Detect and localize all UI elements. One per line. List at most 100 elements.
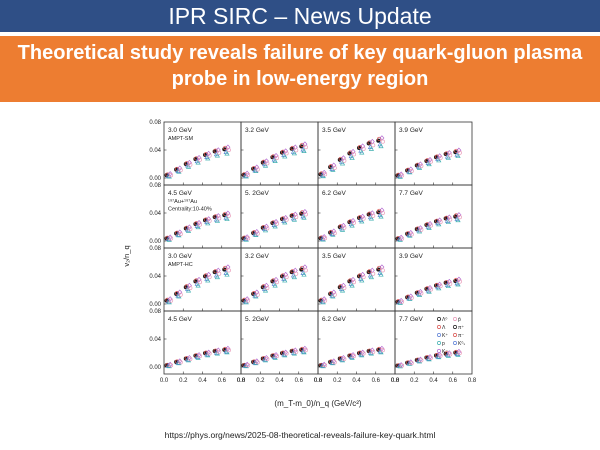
data-point xyxy=(284,217,289,222)
data-point xyxy=(436,221,442,227)
data-point xyxy=(294,271,299,276)
header-title: IPR SIRC – News Update xyxy=(168,3,432,29)
data-point xyxy=(446,214,452,220)
data-point xyxy=(400,236,405,241)
data-point xyxy=(212,270,217,275)
data-point xyxy=(166,363,172,369)
data-point xyxy=(436,285,442,291)
y-tick-label: 0.00 xyxy=(149,176,161,182)
data-point xyxy=(225,345,231,352)
data-point xyxy=(371,271,376,276)
panel-energy-label: 5. 2GeV xyxy=(245,190,270,197)
data-point xyxy=(350,217,356,224)
y-tick-label: 0.08 xyxy=(149,309,161,315)
data-point xyxy=(215,213,221,219)
data-point xyxy=(292,144,298,150)
data-point xyxy=(379,207,385,213)
data-point xyxy=(215,147,221,153)
data-point xyxy=(206,271,212,278)
x-tick-label: 0.2 xyxy=(179,378,188,384)
data-point xyxy=(457,279,462,284)
data-point xyxy=(185,287,192,293)
data-point xyxy=(272,282,278,288)
data-point xyxy=(400,299,405,304)
panel-energy-label: 7.7 GeV xyxy=(399,190,424,197)
data-point xyxy=(225,210,231,217)
data-point xyxy=(426,161,432,167)
data-point xyxy=(214,274,220,280)
data-point xyxy=(255,360,260,365)
data-point xyxy=(262,287,269,293)
data-point xyxy=(272,158,278,164)
data-point xyxy=(167,171,173,177)
panel-label: ¹⁹⁷Au+¹⁹⁷Au xyxy=(168,198,197,205)
panel-energy-label: 7.7 GeV xyxy=(399,316,424,323)
data-point xyxy=(455,281,461,287)
data-point xyxy=(340,155,346,161)
data-point xyxy=(226,213,231,218)
panel-energy-label: 3.0 GeV xyxy=(168,127,193,134)
data-point xyxy=(217,216,222,221)
data-point xyxy=(339,160,346,166)
data-point xyxy=(359,277,365,283)
data-point xyxy=(407,169,413,175)
data-point xyxy=(380,139,385,144)
y-tick-label: 0.08 xyxy=(149,246,161,252)
data-point xyxy=(177,229,183,235)
data-point xyxy=(254,289,260,295)
y-tick-label: 0.00 xyxy=(149,365,161,371)
legend-entry: K⁺ xyxy=(442,333,448,339)
data-point xyxy=(351,220,356,225)
data-point xyxy=(456,212,462,218)
x-tick-label: 0.0 xyxy=(237,378,246,384)
data-point xyxy=(342,225,347,230)
panel-label: AMPT-HC xyxy=(168,262,193,268)
data-point xyxy=(426,288,432,294)
data-point xyxy=(224,215,230,221)
data-point xyxy=(340,222,346,229)
legend-marker xyxy=(437,325,441,329)
data-point xyxy=(457,350,462,356)
data-point xyxy=(196,276,202,283)
source-url[interactable]: https://phys.org/news/2025-08-theoretica… xyxy=(164,430,436,440)
data-point xyxy=(265,285,270,291)
x-tick-label: 0.2 xyxy=(410,378,419,384)
y-tick-label: 0.08 xyxy=(149,120,161,126)
data-point xyxy=(419,163,424,169)
x-axis-label: (m_T-m_0)/n_q (GeV/c²) xyxy=(274,399,361,408)
data-point xyxy=(206,216,212,222)
data-point xyxy=(263,158,269,164)
data-point xyxy=(361,146,366,151)
data-point xyxy=(332,231,337,236)
data-point xyxy=(263,223,269,230)
panel-label: Centrality:10-40% xyxy=(168,207,212,213)
x-tick-label: 0.4 xyxy=(429,378,438,384)
data-point xyxy=(380,268,385,273)
legend-entry: p xyxy=(442,341,445,347)
data-point xyxy=(177,289,183,295)
data-point xyxy=(273,276,279,283)
panel-energy-label: 4.5 GeV xyxy=(168,316,193,323)
data-point xyxy=(303,145,308,150)
data-point xyxy=(342,356,347,362)
data-point xyxy=(265,356,270,362)
data-point xyxy=(437,153,443,159)
data-point xyxy=(215,347,221,353)
data-point xyxy=(186,282,192,289)
data-point xyxy=(438,155,443,160)
data-point xyxy=(291,150,297,156)
data-point xyxy=(448,217,453,222)
data-point xyxy=(244,234,250,240)
x-tick-label: 0.8 xyxy=(468,378,477,384)
data-point xyxy=(368,274,374,280)
y-tick-label: 0.00 xyxy=(149,302,161,308)
data-point xyxy=(417,161,423,167)
data-point xyxy=(265,226,270,231)
data-point xyxy=(273,218,279,225)
data-point xyxy=(302,345,308,352)
data-point xyxy=(284,275,289,280)
data-point xyxy=(169,173,174,178)
data-point xyxy=(321,234,327,240)
data-point xyxy=(283,148,289,154)
y-tick-label: 0.04 xyxy=(149,211,161,217)
